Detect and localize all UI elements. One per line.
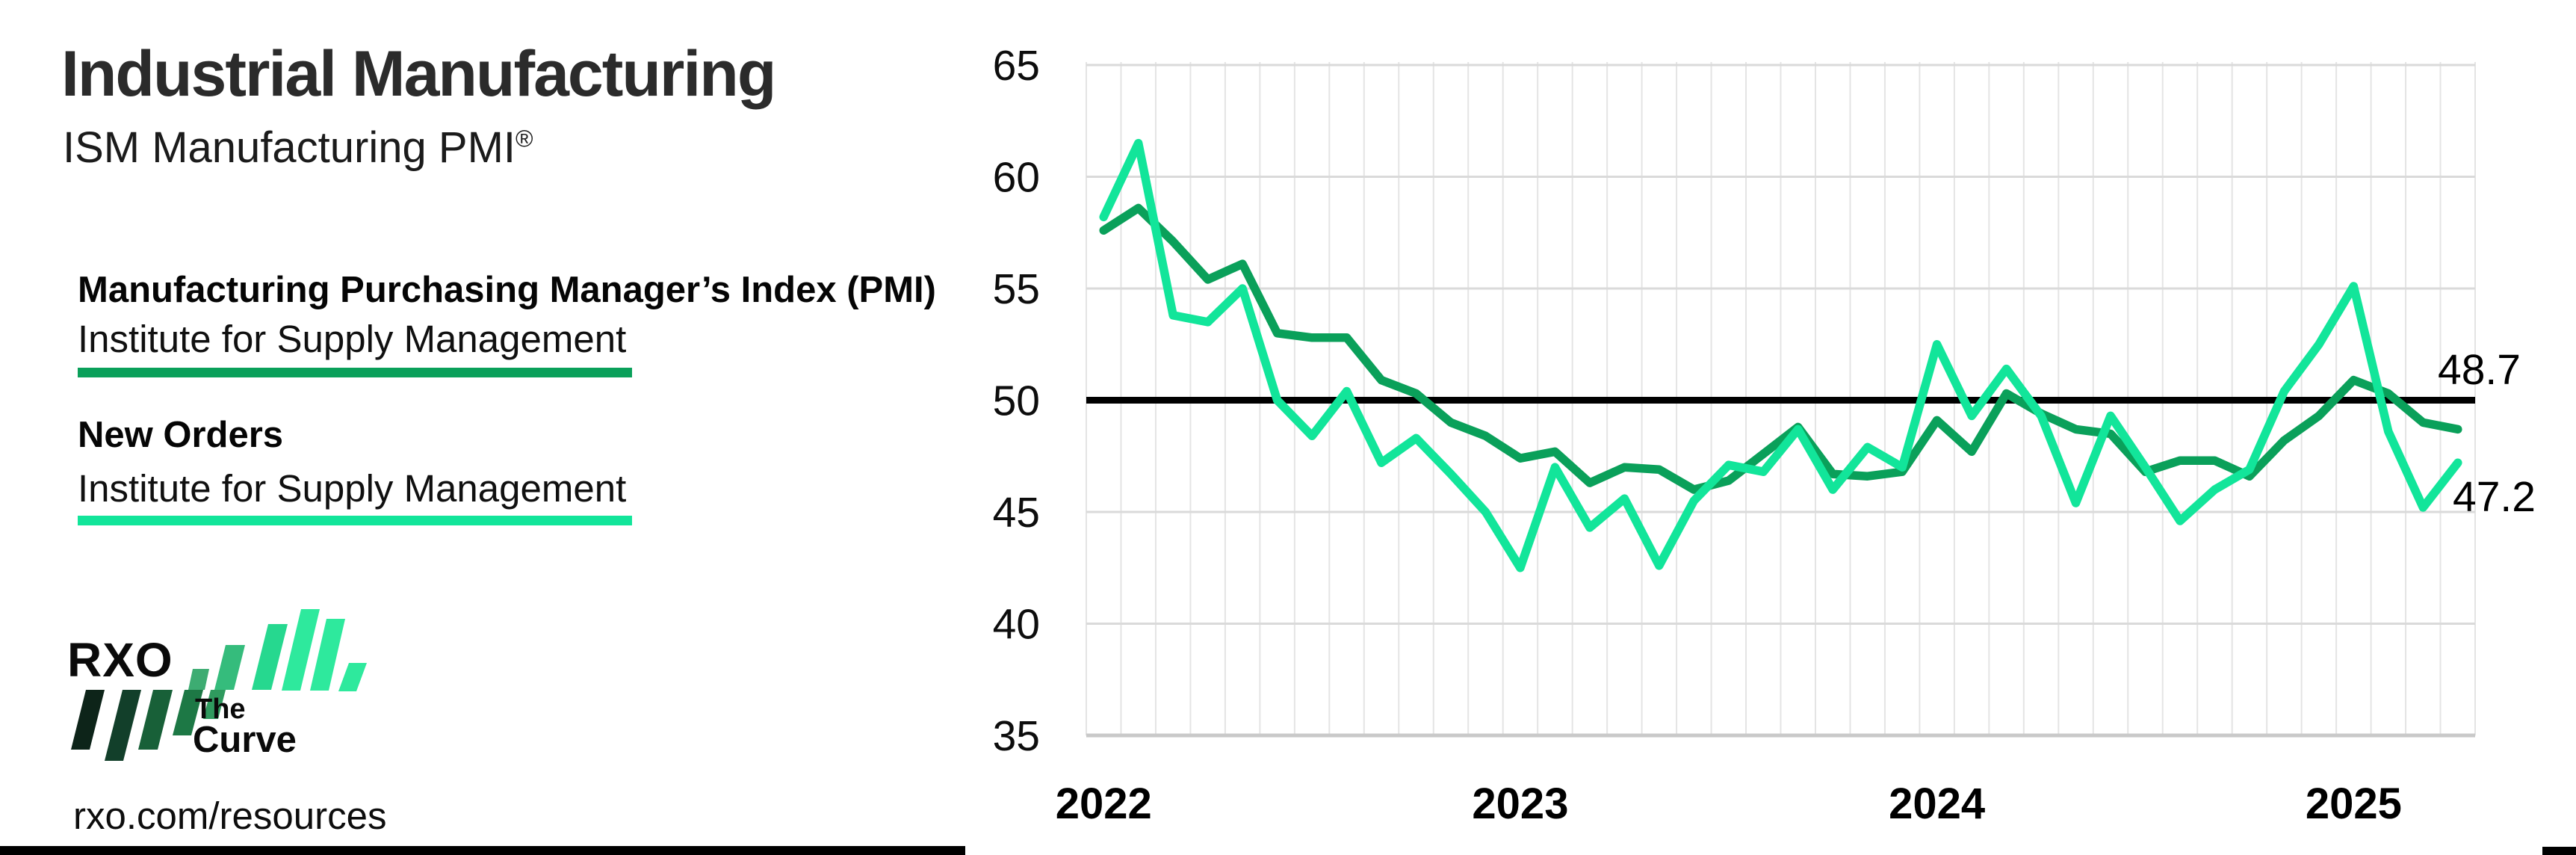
curve-logo-icon	[71, 609, 367, 761]
new-orders-end-label: 47.2	[2453, 473, 2536, 521]
resources-url: rxo.com/resources	[73, 794, 387, 837]
svg-text:60: 60	[993, 153, 1040, 201]
page-subtitle: ISM Manufacturing PMI®	[63, 123, 533, 173]
svg-text:35: 35	[993, 712, 1040, 760]
svg-text:40: 40	[993, 600, 1040, 648]
pmi-line	[1099, 203, 2462, 494]
legend-item-pmi-label: Manufacturing Purchasing Manager’s Index…	[78, 270, 936, 310]
x-axis-labels: 2022 2023 2024 2025	[1056, 780, 2402, 828]
legend-item-pmi-color-swatch	[78, 368, 632, 377]
footer-bar-right	[2542, 847, 2576, 855]
end-value-labels: 48.7 47.2	[2438, 346, 2536, 521]
legend-item-pmi-source: Institute for Supply Management	[78, 318, 627, 360]
y-axis-labels: 35 40 45 50 55 60 65	[993, 42, 1040, 760]
page-subtitle-text: ISM Manufacturing PMI	[63, 123, 515, 172]
svg-text:2024: 2024	[1889, 780, 1985, 828]
registered-trademark-mark: ®	[515, 125, 533, 152]
svg-text:65: 65	[993, 42, 1040, 90]
svg-text:2023: 2023	[1472, 780, 1568, 828]
pmi-end-label: 48.7	[2438, 346, 2521, 394]
footer-bar-left	[0, 846, 965, 855]
the-curve-text-line2: Curve	[193, 720, 297, 760]
the-curve-text-line1: The	[195, 694, 246, 725]
svg-text:2022: 2022	[1056, 780, 1152, 828]
svg-text:55: 55	[993, 265, 1040, 313]
legend-item-new-orders-color-swatch	[78, 516, 632, 525]
page-title: Industrial Manufacturing	[61, 38, 776, 110]
svg-text:2025: 2025	[2306, 780, 2402, 828]
svg-text:45: 45	[993, 489, 1040, 537]
legend-item-new-orders-label: New Orders	[78, 415, 284, 455]
new-orders-line	[1099, 138, 2462, 572]
svg-text:50: 50	[993, 377, 1040, 425]
rxo-wordmark: RXO	[67, 633, 173, 687]
legend-item-new-orders-source: Institute for Supply Management	[78, 467, 627, 510]
